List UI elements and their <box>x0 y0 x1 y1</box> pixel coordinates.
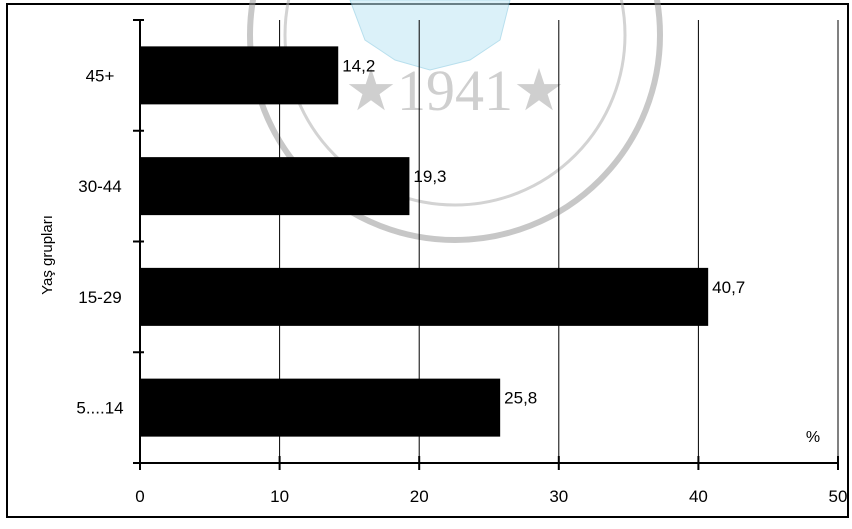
label-layer: 0 10 20 30 40 50 45+ 14,2 30-44 19,3 15-29 40,7 5...… <box>76 56 847 506</box>
bar-value-label: 40,7 <box>712 278 745 297</box>
bar <box>140 378 501 437</box>
x-tick-label: 20 <box>410 487 429 506</box>
watermark-year-text: ★1941★ <box>345 58 565 123</box>
category-label: 45+ <box>86 66 115 85</box>
category-label: 30-44 <box>78 177 121 196</box>
x-axis-unit-label: % <box>806 429 820 446</box>
x-tick-label: 50 <box>829 487 848 506</box>
watermark-map-shape <box>349 0 511 71</box>
x-tick-label: 30 <box>549 487 568 506</box>
category-label: 5....14 <box>76 399 123 418</box>
y-axis-title: Yaş grupları <box>39 215 56 295</box>
bar-value-label: 19,3 <box>413 167 446 186</box>
x-tick-label: 10 <box>270 487 289 506</box>
watermark-seal: ★1941★ <box>247 0 663 243</box>
category-label: 15-29 <box>78 288 121 307</box>
watermark-seal-outer-ring <box>247 0 663 243</box>
x-tick-label: 40 <box>689 487 708 506</box>
bar <box>140 157 410 216</box>
bar-value-label: 25,8 <box>504 389 537 408</box>
bar-layer <box>140 46 709 437</box>
watermark-seal-inner-ring <box>283 0 627 207</box>
bar-value-label: 14,2 <box>342 56 375 75</box>
bar <box>140 46 339 105</box>
x-tick-label: 0 <box>135 487 144 506</box>
bar <box>140 267 709 326</box>
